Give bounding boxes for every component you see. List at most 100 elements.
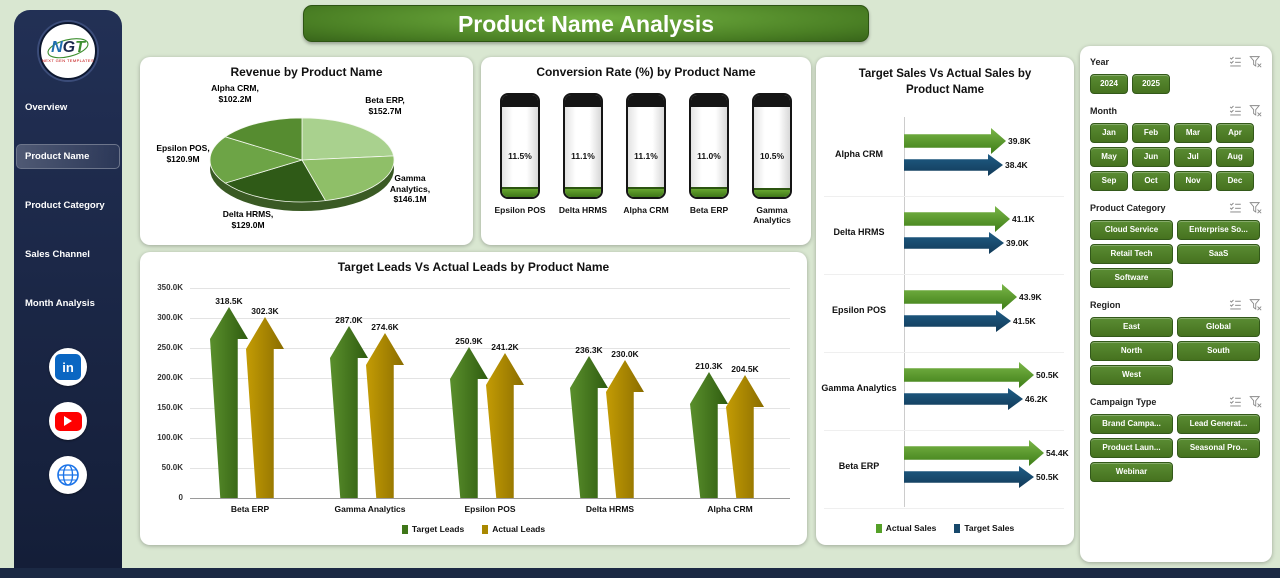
slicer-option-nov[interactable]: Nov (1174, 171, 1212, 191)
slicer-option-webinar[interactable]: Webinar (1090, 462, 1173, 482)
gauge-cap (502, 95, 538, 107)
slicer-header-icons (1229, 104, 1262, 117)
gauge-fill (565, 187, 601, 197)
clear-filter-icon[interactable] (1249, 104, 1262, 117)
slicer-option-seasonal-pro[interactable]: Seasonal Pro... (1177, 438, 1260, 458)
row-separator (824, 430, 1064, 431)
target-sales-arrow-gamma-analytics[interactable] (904, 388, 1023, 410)
slicer-option-south[interactable]: South (1177, 341, 1260, 361)
target-sales-arrow-beta-erp[interactable] (904, 466, 1034, 488)
gauge-tube[interactable]: 11.0% (689, 93, 729, 199)
clear-filter-icon[interactable] (1249, 55, 1262, 68)
globe-icon[interactable] (49, 456, 87, 494)
social-links: in (14, 348, 122, 494)
actual-sales-arrow-gamma-analytics[interactable] (904, 362, 1034, 388)
select-all-icon[interactable] (1229, 298, 1242, 311)
slicer-option-north[interactable]: North (1090, 341, 1173, 361)
slicer-option-aug[interactable]: Aug (1216, 147, 1254, 167)
actual-leads-arrow-gamma-analytics[interactable] (366, 333, 404, 498)
slicer-option-product-laun[interactable]: Product Laun... (1090, 438, 1173, 458)
slicer-option-retail-tech[interactable]: Retail Tech (1090, 244, 1173, 264)
sidebar-item-month-analysis[interactable]: Month Analysis (25, 298, 95, 309)
pie-label-gamma-analytics: Gamma Analytics, $146.1M (389, 173, 431, 205)
target-sales-arrow-alpha-crm[interactable] (904, 154, 1003, 176)
sidebar-item-overview[interactable]: Overview (25, 102, 68, 113)
gauge-tube[interactable]: 10.5% (752, 93, 792, 199)
legend-label: Target Sales (964, 523, 1015, 533)
select-all-icon[interactable] (1229, 201, 1242, 214)
slicer-option-2025[interactable]: 2025 (1132, 74, 1170, 94)
select-all-icon[interactable] (1229, 104, 1242, 117)
actual-leads-arrow-delta-hrms[interactable] (606, 360, 644, 498)
slicer-option-west[interactable]: West (1090, 365, 1173, 385)
slicer-option-apr[interactable]: Apr (1216, 123, 1254, 143)
gauge-tube[interactable]: 11.5% (500, 93, 540, 199)
y-axis-tick: 300.0K (157, 313, 183, 322)
clear-filter-icon[interactable] (1249, 298, 1262, 311)
pie-slice-epsilon-pos[interactable] (209, 136, 304, 184)
youtube-icon[interactable] (49, 402, 87, 440)
sidebar-item-product-name[interactable]: Product Name (16, 144, 120, 169)
target-sales-arrow-delta-hrms[interactable] (904, 232, 1004, 254)
gauge-category-label: Gamma Analytics (753, 205, 791, 226)
pie-slice-gamma-analytics[interactable] (301, 155, 395, 202)
pie-slice-alpha-crm[interactable] (224, 117, 303, 161)
slicer-header: Month (1090, 104, 1262, 117)
slicer-option-sep[interactable]: Sep (1090, 171, 1128, 191)
category-label-gamma-analytics: Gamma Analytics (821, 383, 897, 393)
clear-filter-icon[interactable] (1249, 201, 1262, 214)
slicer-option-dec[interactable]: Dec (1216, 171, 1254, 191)
legend-label: Actual Leads (492, 524, 546, 534)
actual-sales-arrow-beta-erp[interactable] (904, 440, 1044, 466)
slicer-header: Region (1090, 298, 1262, 311)
actual-sales-arrow-delta-hrms[interactable] (904, 206, 1010, 232)
target-leads-arrow-beta-erp[interactable] (210, 307, 248, 498)
filter-panel: Year 2024 2025 Month Jan Feb Mar Apr May Jun Jul Au… (1080, 46, 1272, 562)
actual-sales-arrow-alpha-crm[interactable] (904, 128, 1006, 154)
slicer-option-feb[interactable]: Feb (1132, 123, 1170, 143)
actual-leads-arrow-alpha-crm[interactable] (726, 375, 764, 498)
linkedin-icon[interactable]: in (49, 348, 87, 386)
gauge-tube[interactable]: 11.1% (563, 93, 603, 199)
slicer-option-enterprise-so[interactable]: Enterprise So... (1177, 220, 1260, 240)
actual-sales-arrow-epsilon-pos[interactable] (904, 284, 1017, 310)
target-sales-arrow-epsilon-pos[interactable] (904, 310, 1011, 332)
target-leads-arrow-alpha-crm[interactable] (690, 372, 728, 498)
actual-leads-arrow-epsilon-pos[interactable] (486, 353, 524, 498)
slicer-option-brand-campa[interactable]: Brand Campa... (1090, 414, 1173, 434)
revenue-pie-panel: Revenue by Product Name Beta ERP, $152.7… (140, 57, 473, 245)
slicer-option-lead-generat[interactable]: Lead Generat... (1177, 414, 1260, 434)
slicer-option-2024[interactable]: 2024 (1090, 74, 1128, 94)
actual-sales-value: 39.8K (1008, 136, 1031, 146)
pie-slice-beta-erp[interactable] (301, 117, 395, 161)
gauge-tube[interactable]: 11.1% (626, 93, 666, 199)
gridline (190, 438, 790, 439)
slicer-option-cloud-service[interactable]: Cloud Service (1090, 220, 1173, 240)
chart-title: Target Sales Vs Actual Sales by Product … (858, 68, 1032, 96)
slicer-option-jul[interactable]: Jul (1174, 147, 1212, 167)
select-all-icon[interactable] (1229, 395, 1242, 408)
target-sales-value: 46.2K (1025, 394, 1048, 404)
pie-slice-delta-hrms[interactable] (224, 159, 327, 203)
leads-arrow-chart: 0 50.0K 100.0K 150.0K 200.0K 250.0K 300.0K 350.… (140, 252, 807, 545)
slicer-option-jan[interactable]: Jan (1090, 123, 1128, 143)
slicer-option-saas[interactable]: SaaS (1177, 244, 1260, 264)
slicer-option-oct[interactable]: Oct (1132, 171, 1170, 191)
sidebar-item-product-category[interactable]: Product Category (25, 200, 105, 211)
target-leads-arrow-gamma-analytics[interactable] (330, 326, 368, 498)
slicer-option-software[interactable]: Software (1090, 268, 1173, 288)
row-separator (824, 196, 1064, 197)
slicer-option-may[interactable]: May (1090, 147, 1128, 167)
slicer-option-east[interactable]: East (1090, 317, 1173, 337)
actual-leads-value: 302.3K (251, 306, 279, 316)
slicer-option-mar[interactable]: Mar (1174, 123, 1212, 143)
slicer-option-global[interactable]: Global (1177, 317, 1260, 337)
target-leads-value: 210.3K (695, 361, 723, 371)
select-all-icon[interactable] (1229, 55, 1242, 68)
row-separator (824, 508, 1064, 509)
target-leads-arrow-epsilon-pos[interactable] (450, 347, 488, 498)
youtube-glyph (54, 411, 82, 431)
slicer-option-jun[interactable]: Jun (1132, 147, 1170, 167)
clear-filter-icon[interactable] (1249, 395, 1262, 408)
sidebar-item-sales-channel[interactable]: Sales Channel (25, 249, 90, 260)
